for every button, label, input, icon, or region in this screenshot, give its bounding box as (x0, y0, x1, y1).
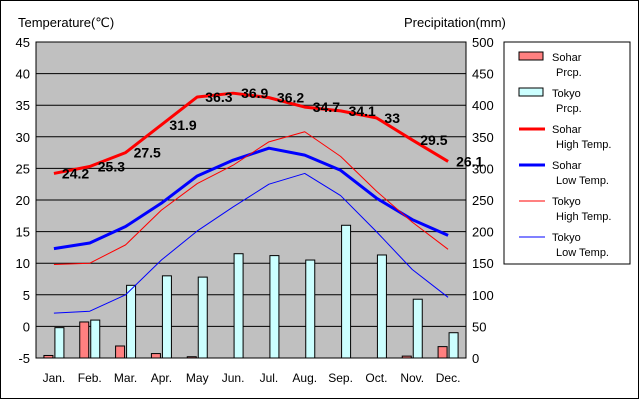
gridlines (36, 73, 466, 327)
precip-bar (150, 353, 161, 359)
right-tick-label: 150 (472, 256, 494, 271)
legend-label: Prcp. (556, 67, 582, 79)
left-tick-label: 30 (16, 130, 30, 145)
x-tick-label: Jun. (222, 371, 245, 385)
precip-bar (448, 332, 459, 359)
legend-box (503, 41, 631, 265)
temp-line (53, 131, 449, 265)
temp-line (53, 91, 449, 175)
x-tick-label: Apr. (151, 371, 172, 385)
data-label: 26.1 (456, 153, 483, 169)
precip-bar (412, 298, 423, 359)
data-label: 29.5 (420, 132, 447, 148)
legend-label: High Temp. (556, 211, 611, 223)
precip-bar (437, 346, 448, 359)
x-tick-label: Sep. (328, 371, 353, 385)
right-tick-label: 350 (472, 130, 494, 145)
legend-label: Low Temp. (556, 247, 609, 259)
right-axis-title: Precipitation(mm) (404, 15, 506, 30)
x-tick-label: Jan. (43, 371, 66, 385)
x-tick-label: Dec. (436, 371, 461, 385)
legend-swatch (518, 51, 544, 61)
left-tick-label: 35 (16, 98, 30, 113)
x-tick-label: Oct. (365, 371, 387, 385)
legend-label: Tokyo (552, 196, 581, 208)
legend-label: High Temp. (556, 139, 611, 151)
right-tick-label: 400 (472, 98, 494, 113)
data-label: 36.3 (205, 89, 232, 105)
left-tick-label: 5 (23, 288, 30, 303)
left-tick-label: 20 (16, 193, 30, 208)
left-tick-label: 25 (16, 161, 30, 176)
precip-bar (197, 276, 208, 359)
axes: 454035302520151050-550045040035030025020… (16, 35, 494, 385)
left-tick-label: 15 (16, 225, 30, 240)
right-tick-label: 0 (472, 351, 479, 366)
precip-bar (79, 321, 90, 359)
data-label: 34.1 (349, 103, 376, 119)
right-tick-label: 450 (472, 67, 494, 82)
data-label: 31.9 (169, 117, 196, 133)
precip-bar (54, 327, 65, 359)
precip-bar (233, 253, 244, 359)
right-tick-label: 50 (472, 319, 486, 334)
left-axis-title: Temperature(℃) (18, 15, 114, 30)
legend-label: Sohar (552, 52, 582, 64)
right-tick-label: 500 (472, 35, 494, 50)
precip-bar (305, 259, 316, 359)
legend-label: Low Temp. (556, 175, 609, 187)
precip-bar (376, 254, 387, 359)
precip-bar (401, 355, 412, 359)
temp-line (53, 146, 449, 251)
data-label: 33 (384, 110, 400, 126)
left-tick-label: 40 (16, 67, 30, 82)
precip-bar (186, 356, 197, 359)
precip-bar (126, 284, 137, 359)
x-tick-label: Jul. (260, 371, 279, 385)
precip-bar (269, 255, 280, 359)
precip-bar (161, 275, 172, 359)
legend: Sohar Prcp. Tokyo Prcp. Sohar High Temp. Sohar… (518, 51, 611, 259)
legend-label: Sohar (552, 160, 582, 172)
data-label: 36.2 (277, 90, 304, 106)
data-label: 25.3 (98, 159, 125, 175)
data-label: 36.9 (241, 85, 268, 101)
right-tick-label: 250 (472, 193, 494, 208)
legend-label: Tokyo (552, 88, 581, 100)
x-tick-label: May (186, 371, 209, 385)
legend-label: Tokyo (552, 232, 581, 244)
data-label: 27.5 (134, 145, 161, 161)
left-tick-label: 0 (23, 319, 30, 334)
legend-label: Sohar (552, 124, 582, 136)
right-tick-label: 100 (472, 288, 494, 303)
right-tick-label: 300 (472, 161, 494, 176)
temp-line (53, 172, 449, 314)
x-tick-label: Aug. (292, 371, 317, 385)
right-tick-label: 200 (472, 225, 494, 240)
x-tick-label: Mar. (114, 371, 137, 385)
x-tick-label: Nov. (400, 371, 424, 385)
temp-lines (53, 91, 449, 314)
left-tick-label: -5 (18, 351, 30, 366)
left-tick-label: 45 (16, 35, 30, 50)
precip-bar (90, 319, 101, 359)
data-label: 34.7 (313, 99, 340, 115)
legend-label: Prcp. (556, 103, 582, 115)
data-label: 24.2 (62, 165, 89, 181)
precip-bar (341, 224, 352, 359)
precip-bar (115, 345, 126, 359)
data-labels: 24.2 25.3 27.5 31.9 36.3 36.9 36.2 34.7 34.1 33 29… (62, 85, 484, 181)
left-tick-label: 10 (16, 256, 30, 271)
precip-bar (43, 354, 54, 359)
precip-bars (43, 224, 459, 359)
legend-swatch (518, 87, 544, 97)
x-tick-label: Feb. (78, 371, 102, 385)
